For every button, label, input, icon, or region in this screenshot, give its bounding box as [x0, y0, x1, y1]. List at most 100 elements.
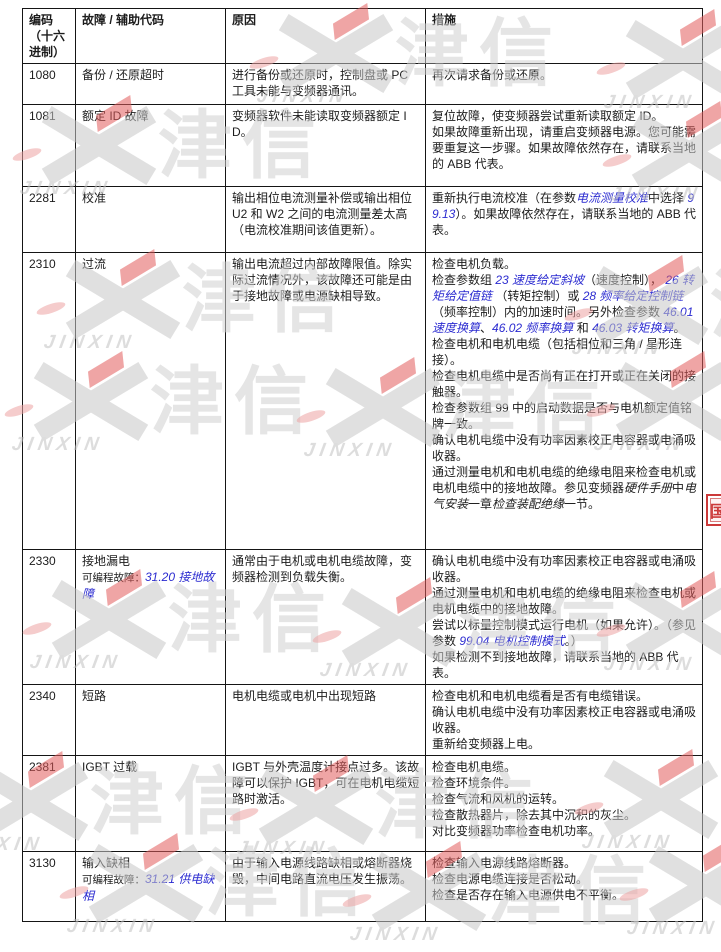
paragraph: 检查参数组 99 中的启动数据是否与电机额定值铭牌一致。 — [432, 400, 697, 432]
text-segment: （频率控制）内的加速时间。另外检查参数 — [432, 305, 664, 319]
text-segment: 额定 ID 故障 — [82, 109, 149, 123]
paragraph: 检查输入电源线路熔断器。 — [432, 855, 697, 871]
text-segment: （转矩控制）或 — [492, 289, 583, 303]
text-segment: 接地漏电 — [82, 554, 131, 568]
text-segment: 检查电机和电机电缆看是否有电缆错误。 — [432, 689, 649, 703]
paragraph: 重新给变频器上电。 — [432, 736, 697, 752]
text-segment: 检查电机电缆。 — [432, 760, 517, 774]
text-segment: 检查参数组 — [432, 273, 496, 287]
table-row: 2310 过流 输出电流超过内部故障限值。除实际过流情况外，该故障还可能是由于接地故… — [22, 252, 703, 550]
fault-code: 2381 — [22, 755, 76, 852]
paragraph: 通常由于电机或电机电缆故障，变频器检测到负载失衡。 — [232, 553, 420, 585]
text-segment: 备份 / 还原超时 — [82, 68, 165, 82]
table-row: 2340 短路 电机电缆或电机中出现短路 检查电机和电机电缆看是否有电缆错误。 确认电机… — [22, 684, 703, 756]
paragraph: 再次请求备份或还原。 — [432, 67, 697, 83]
text-segment: 通过测量电机和电机电缆的绝缘电阻来检查电机或电机电缆中的接地故障。 — [432, 586, 697, 616]
paragraph: 过流 — [82, 256, 220, 272]
fault-cell: 备份 / 还原超时 — [75, 63, 226, 105]
paragraph: 检查电机电缆中是否尚有正在打开或正在关闭的接触器。 — [432, 368, 697, 400]
text-segment: 。） — [564, 634, 583, 648]
text-segment: 检查装配绝缘 — [492, 497, 565, 511]
param-link[interactable]: 46.02 频率换算 — [492, 321, 574, 335]
paragraph: 接地漏电 — [82, 553, 220, 569]
fault-code: 2330 — [22, 549, 76, 685]
paragraph: IGBT 过载 — [82, 759, 220, 775]
table-row: 1080 备份 / 还原超时 进行备份或还原时，控制盘或 PC 工具未能与变频器通讯… — [22, 63, 703, 105]
text-segment: 如果故障重新出现，请重启变频器电源。您可能需要重复这一步骤。如果故障依然存在，请… — [432, 125, 697, 171]
text-segment: 对比变频器功率检查电机功率。 — [432, 824, 601, 838]
text-segment: 复位故障，使变频器尝试重新读取额定 ID。 — [432, 109, 664, 123]
paragraph: 检查电机负载。 — [432, 256, 697, 272]
table-row: 2381 IGBT 过载 IGBT 与外壳温度计接点过多。该故障可以保护 IGBT，… — [22, 755, 703, 852]
param-link[interactable]: 电流测量校准 — [576, 191, 649, 205]
text-segment: IGBT 过载 — [82, 760, 138, 774]
cause-cell: 输出电流超过内部故障限值。除实际过流情况外，该故障还可能是由于接地故障或电源缺相… — [225, 252, 426, 550]
text-segment: 如果检测不到接地故障，请联系当地的 ABB 代表。 — [432, 650, 679, 680]
text-segment: 确认电机电缆中没有功率因素校正电容器或电涌吸收器。 — [432, 554, 697, 584]
paragraph: 通过测量电机和电机电缆的绝缘电阻来检查电机或电机电缆中的接地故障。 — [432, 585, 697, 617]
paragraph: 检查是否存在输入电源供电不平衡。 — [432, 887, 697, 903]
paragraph: 检查电机和电机电缆（包括相位和三角 / 星形连接）。 — [432, 336, 697, 368]
paragraph: 短路 — [82, 688, 220, 704]
text-segment: 硬件手册 — [624, 481, 673, 495]
fault-cell: 输入缺相 可编程故障：31.21 供电缺相 — [75, 851, 226, 922]
text-segment: 重新给变频器上电。 — [432, 737, 541, 751]
fault-cell: 校准 — [75, 186, 226, 253]
param-link[interactable]: 99.04 电机控制模式 — [459, 634, 565, 648]
paragraph: 通过测量电机和电机电缆的绝缘电阻来检查电机或电机电缆中的接地故障。参见变频器硬件… — [432, 464, 697, 512]
paragraph: 确认电机电缆中没有功率因素校正电容器或电涌吸收器。 — [432, 432, 697, 464]
action-cell: 确认电机电缆中没有功率因素校正电容器或电涌吸收器。 通过测量电机和电机电缆的绝缘电… — [425, 549, 703, 685]
header-fault: 故障 / 辅助代码 — [75, 8, 226, 64]
paragraph: 变频器软件未能读取变频器额定 ID。 — [232, 108, 420, 140]
action-cell: 检查输入电源线路熔断器。 检查电源电缆连接是否松动。 检查是否存在输入电源供电不平衡… — [425, 851, 703, 922]
text-segment: 校准 — [82, 191, 107, 205]
text-segment: 可编程故障： — [82, 572, 145, 584]
fault-code: 3130 — [22, 851, 76, 922]
text-segment: 再次请求备份或还原。 — [432, 68, 553, 82]
paragraph: 可编程故障：31.20 接地故障 — [82, 569, 220, 602]
header-action: 措施 — [425, 8, 703, 64]
paragraph: 检查环境条件。 — [432, 775, 697, 791]
paragraph: 检查散热器片，除去其中沉积的灰尘。 — [432, 807, 697, 823]
text-segment: 由于输入电源线路缺相或熔断器烧毁，中间电路直流电压发生振荡。 — [232, 856, 413, 886]
text-segment: 检查电机和电机电缆（包括相位和三角 / 星形连接）。 — [432, 337, 683, 367]
paragraph: IGBT 与外壳温度计接点过多。该故障可以保护 IGBT，可在电机电缆短路时激活… — [232, 759, 420, 807]
text-segment: ）。如果故障依然存在，请联系当地的 ABB 代表。 — [432, 207, 697, 237]
text-segment: 通过测量电机和电机电缆的绝缘电阻来检查电机或电机电缆中的接地故障。参见变频器 — [432, 465, 697, 495]
text-segment: 检查气流和风机的运转。 — [432, 792, 565, 806]
paragraph: 可编程故障：31.21 供电缺相 — [82, 871, 220, 904]
text-segment: 变频器软件未能读取变频器额定 ID。 — [232, 109, 407, 139]
paragraph: 备份 / 还原超时 — [82, 67, 220, 83]
paragraph: 检查参数组 23 速度给定斜坡（速度控制）， 26 转矩给定值链 （转矩控制）或… — [432, 272, 697, 336]
paragraph: 检查电机电缆。 — [432, 759, 697, 775]
param-link[interactable]: 23 速度给定斜坡 — [495, 273, 585, 287]
cause-cell: 变频器软件未能读取变频器额定 ID。 — [225, 104, 426, 187]
param-link[interactable]: 99.13 — [432, 191, 695, 221]
text-segment: （速度控制）， — [584, 273, 666, 287]
text-segment: 重新执行电流校准（在参数 — [432, 191, 577, 205]
paragraph: 输出电流超过内部故障限值。除实际过流情况外，该故障还可能是由于接地故障或电源缺相… — [232, 256, 420, 304]
paragraph: 复位故障，使变频器尝试重新读取额定 ID。 — [432, 108, 697, 124]
fault-code: 2310 — [22, 252, 76, 550]
text-segment: 输出相位电流测量补偿或输出相位 U2 和 W2 之间的电流测量差太高（电流校准期… — [232, 191, 413, 237]
cause-cell: IGBT 与外壳温度计接点过多。该故障可以保护 IGBT，可在电机电缆短路时激活… — [225, 755, 426, 852]
text-segment: 电气安装 — [432, 481, 697, 511]
text-segment: IGBT 与外壳温度计接点过多。该故障可以保护 IGBT，可在电机电缆短路时激活… — [232, 760, 420, 806]
param-link[interactable]: 28 频率给定控制链 — [582, 289, 684, 303]
fault-code: 2340 — [22, 684, 76, 756]
fault-cell: 接地漏电 可编程故障：31.20 接地故障 — [75, 549, 226, 685]
action-cell: 检查电机和电机电缆看是否有电缆错误。 确认电机电缆中没有功率因素校正电容器或电涌吸… — [425, 684, 703, 756]
text-segment: 通常由于电机或电机电缆故障，变频器检测到负载失衡。 — [232, 554, 413, 584]
header-row: 编码 （十六 进制） 故障 / 辅助代码 原因 措施 — [22, 8, 703, 64]
action-cell: 重新执行电流校准（在参数电流测量校准中选择 99.13）。如果故障依然存在，请联… — [425, 186, 703, 253]
paragraph: 尝试以标量控制模式运行电机（如果允许）。（参见参数 99.04 电机控制模式。） — [432, 617, 697, 649]
text-segment: 一章 — [468, 497, 493, 511]
paragraph: 输入缺相 — [82, 855, 220, 871]
text-segment: 检查电机电缆中是否尚有正在打开或正在关闭的接触器。 — [432, 369, 697, 399]
param-link[interactable]: 46.03 转矩换算 — [592, 321, 674, 335]
text-segment: 一节。 — [564, 497, 601, 511]
paragraph: 检查电机和电机电缆看是否有电缆错误。 — [432, 688, 697, 704]
cause-cell: 电机电缆或电机中出现短路 — [225, 684, 426, 756]
fault-code: 1080 — [22, 63, 76, 105]
